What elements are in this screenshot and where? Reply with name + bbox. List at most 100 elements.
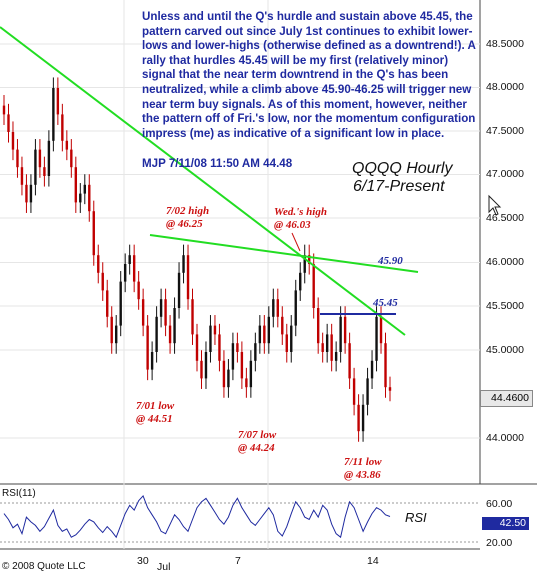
candle-body (106, 290, 109, 317)
level-label-45-45: 45.45 (373, 297, 398, 309)
x-tick: Jul (157, 561, 171, 573)
y-tick: 46.5000 (486, 212, 524, 224)
candle-body (47, 140, 51, 176)
candle-body (330, 334, 333, 361)
copyright-notice: © 2008 Quote LLC (2, 561, 86, 572)
candle-body (38, 149, 42, 168)
candle-body (240, 352, 244, 379)
candle-body (379, 316, 383, 344)
candle-body (182, 255, 185, 273)
candle-body (137, 281, 140, 300)
annotation-0701-low: 7/01 low @ 44.51 (136, 400, 175, 425)
candle-body (110, 316, 113, 344)
candle-body (204, 352, 208, 379)
y-tick: 48.0000 (486, 81, 524, 93)
candle-body (115, 325, 118, 344)
candle-body (334, 352, 338, 361)
candlestick-series (2, 77, 392, 442)
rsi-panel-label: RSI(11) (2, 488, 36, 499)
candle-body (272, 299, 275, 317)
candle-body (218, 334, 221, 361)
candle-body (285, 334, 288, 352)
trendlines (0, 26, 419, 336)
candle-body (159, 299, 163, 317)
candle-body (11, 132, 15, 150)
candle-body (119, 281, 122, 326)
annotation-0711-low: 7/11 low @ 43.86 (344, 456, 382, 481)
rsi-line (3, 494, 391, 539)
candle-body (308, 255, 311, 264)
candle-body (2, 105, 6, 115)
candle-body (245, 378, 248, 388)
cursor-arrow-icon (488, 194, 502, 216)
candle-body (16, 149, 19, 168)
candle-body (132, 255, 136, 282)
candle-body (343, 316, 347, 344)
candle-body (128, 255, 131, 264)
candle-body (231, 343, 235, 370)
annotation-wed-high: Wed.'s high @ 46.03 (274, 206, 327, 231)
candle-body (79, 193, 82, 203)
x-tick: 7 (235, 555, 241, 567)
candle-body (294, 290, 297, 326)
candle-body (34, 149, 37, 185)
y-tick: 48.5000 (486, 38, 524, 50)
candle-body (236, 343, 239, 352)
candle-body (299, 272, 302, 291)
candle-body (249, 360, 253, 388)
candle-body (227, 369, 230, 388)
candle-body (83, 184, 86, 194)
y-tick: 47.0000 (486, 168, 524, 180)
candle-body (348, 343, 351, 379)
candle-body (155, 316, 158, 352)
wed-high-arrow (291, 232, 301, 252)
candle-body (92, 211, 95, 256)
candle-body (316, 308, 320, 344)
analyst-signature: MJP 7/11/08 11:50 AM 44.48 (142, 157, 293, 170)
candle-body (141, 299, 145, 326)
candle-body (263, 325, 266, 344)
candle-body (276, 299, 279, 317)
candle-body (384, 343, 387, 388)
candle-body (200, 360, 203, 379)
candle-body (52, 88, 55, 141)
candle-body (7, 114, 10, 132)
candle-body (375, 316, 378, 361)
candle-body (222, 360, 226, 388)
level-label-45-90: 45.90 (378, 255, 403, 267)
candle-body (173, 308, 176, 344)
candle-body (186, 255, 190, 300)
candle-body (164, 299, 167, 326)
candle-body (388, 387, 392, 391)
candle-body (25, 184, 28, 203)
candle-body (146, 325, 149, 370)
candle-body (177, 272, 181, 308)
candle-body (101, 272, 104, 291)
candle-body (209, 325, 212, 352)
candle-body (168, 325, 172, 344)
y-tick: 44.0000 (486, 432, 524, 444)
annotation-0707-low: 7/07 low @ 44.24 (238, 429, 277, 454)
candle-body (61, 114, 64, 141)
analyst-commentary: Unless and until the Q's hurdle and sust… (142, 10, 476, 140)
candle-body (370, 360, 374, 379)
y-tick: 47.5000 (486, 125, 524, 137)
last-price-label: 44.4600 (480, 390, 533, 407)
candle-body (191, 299, 194, 335)
candle-body (267, 316, 271, 344)
candle-body (213, 325, 217, 335)
x-tick: 14 (367, 555, 379, 567)
candle-body (70, 149, 73, 168)
candle-body (366, 378, 369, 405)
chart-title: QQQQ Hourly (352, 160, 453, 177)
candle-body (321, 343, 324, 352)
candle-body (258, 325, 262, 344)
y-tick: 46.0000 (486, 256, 524, 268)
y-tick: 45.5000 (486, 300, 524, 312)
candle-body (281, 316, 284, 335)
candle-body (65, 140, 69, 150)
candle-body (303, 255, 306, 273)
candle-body (123, 264, 127, 282)
candle-body (361, 404, 365, 432)
